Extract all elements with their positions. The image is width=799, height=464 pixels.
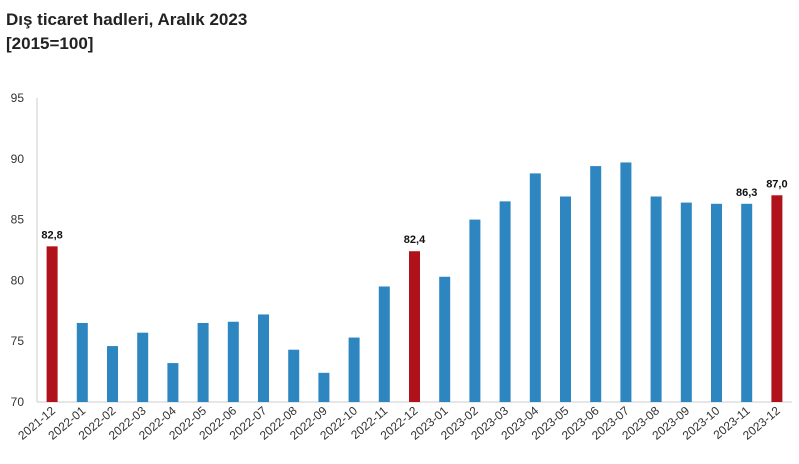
bar-2022-11 — [378, 286, 390, 402]
bar-2023-04 — [529, 173, 541, 402]
bar-2023-10 — [711, 203, 722, 402]
data-label: 82,4 — [404, 234, 426, 246]
chart-title: Dış ticaret hadleri, Aralık 2023 — [6, 10, 248, 29]
x-tick-labels: 2021-122022-012022-022022-032022-042022-… — [15, 403, 783, 442]
bar-2022-04 — [167, 363, 179, 402]
y-tick-label: 70 — [11, 395, 25, 409]
y-tick-labels: 70 75 80 85 90 95 — [11, 91, 25, 409]
bar-2023-05 — [560, 196, 571, 402]
bar-2022-08 — [288, 349, 300, 402]
bar-2023-09 — [680, 202, 692, 402]
y-tick-label: 90 — [11, 152, 25, 166]
bar-2023-08 — [650, 196, 662, 402]
chart-subtitle: [2015=100] — [6, 34, 94, 53]
bar-2023-01 — [439, 276, 451, 402]
bar-2023-02 — [469, 219, 481, 402]
bar-2022-03 — [137, 332, 149, 402]
data-labels: 82,8 82,4 86,3 87,0 — [41, 178, 787, 246]
chart-title-block: Dış ticaret hadleri, Aralık 2023 [2015=1… — [6, 8, 247, 56]
bar-2022-02 — [107, 346, 118, 402]
bar-2023-03 — [499, 201, 511, 402]
bar-2022-07 — [258, 314, 269, 402]
y-tick-label: 80 — [11, 273, 25, 287]
bar-2021-12 — [46, 246, 58, 402]
y-tick-label: 75 — [11, 334, 25, 348]
y-tick-label: 85 — [11, 213, 25, 227]
bar-2022-06 — [227, 321, 239, 402]
bar-2023-11 — [741, 203, 753, 402]
bar-2022-09 — [318, 372, 330, 402]
bar-2023-06 — [590, 166, 602, 402]
data-label: 86,3 — [736, 187, 757, 199]
bar-2022-01 — [76, 322, 88, 402]
data-label: 82,8 — [41, 229, 62, 241]
y-tick-label: 95 — [11, 91, 25, 105]
bar-2022-12 — [409, 251, 420, 402]
bar-2022-05 — [197, 322, 209, 402]
bar-2023-12 — [771, 195, 783, 402]
bar-2023-07 — [620, 162, 632, 402]
bar-2022-10 — [348, 337, 360, 402]
bars — [46, 162, 783, 402]
data-label: 87,0 — [766, 178, 787, 190]
